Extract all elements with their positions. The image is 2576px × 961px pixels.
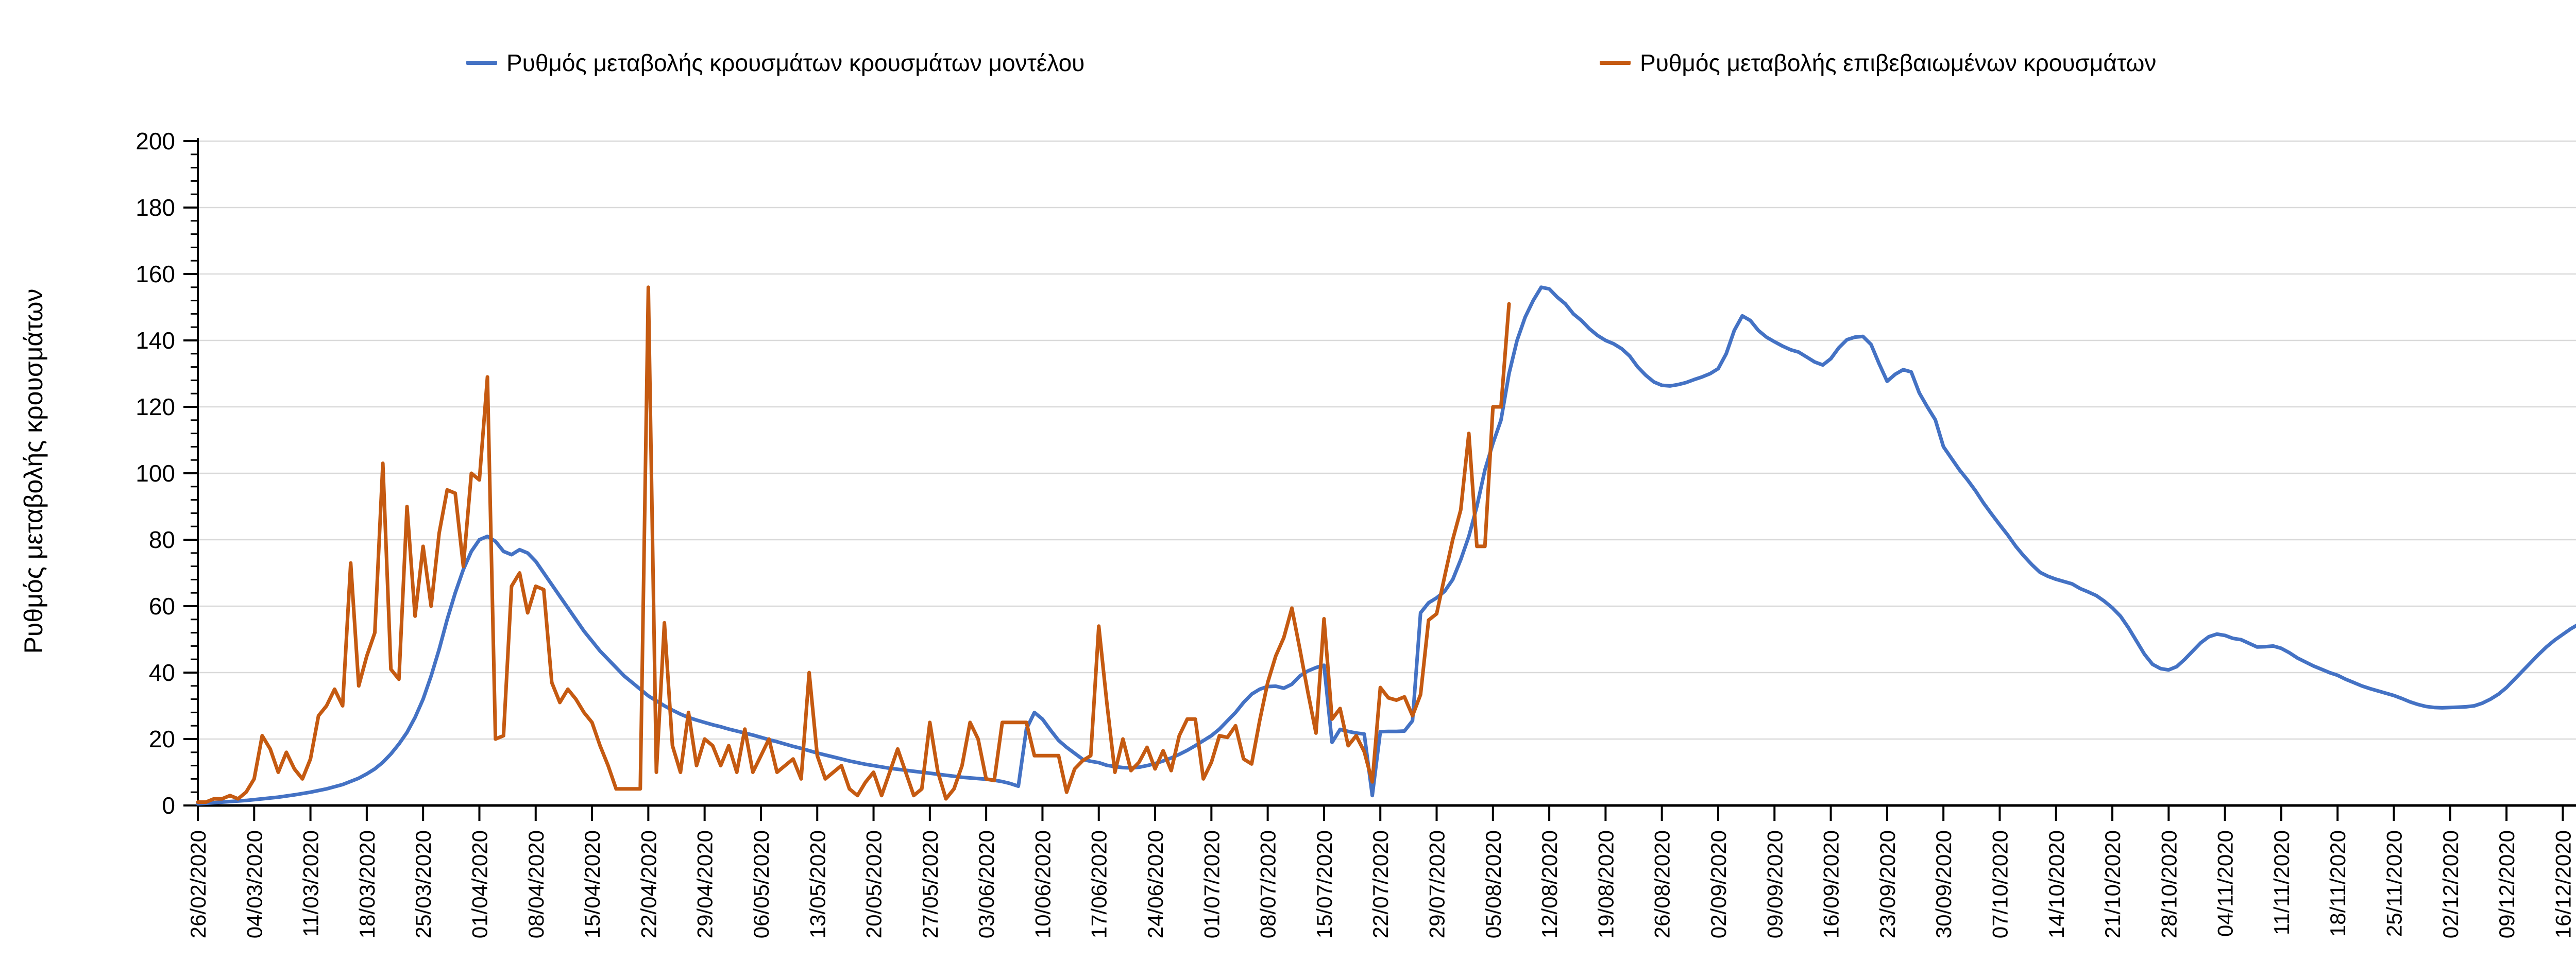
x-tick-label: 03/06/2020 [974,830,998,938]
y-tick-label: 200 [135,128,175,155]
y-tick-label: 80 [149,526,175,553]
x-tick-label: 18/03/2020 [355,830,379,938]
x-tick-label: 16/12/2020 [2551,830,2575,938]
series-line-confirmed [196,285,1511,804]
axes [197,138,2576,807]
x-tick-label: 25/03/2020 [411,830,435,938]
y-tick-label: 60 [149,593,175,620]
y-tick-label: 180 [135,194,175,221]
legend-label-model: Ρυθμός μεταβολής κρουσμάτων κρουσμάτων μ… [506,49,1085,76]
x-tick-label: 17/06/2020 [1087,830,1111,938]
y-tick-label: 40 [149,659,175,686]
x-tick-label: 20/05/2020 [862,830,886,938]
x-tick-label: 29/07/2020 [1425,830,1449,938]
x-tick-label: 11/03/2020 [299,830,323,937]
x-tick-label: 26/02/2020 [186,830,210,938]
x-tick-label: 15/07/2020 [1312,830,1336,938]
x-tick-label: 07/10/2020 [1988,830,2012,938]
gridlines [198,140,2576,740]
legend-label-confirmed: Ρυθμός μεταβολής επιβεβαιωμένων κρουσμάτ… [1640,49,2157,76]
x-tick-label: 24/06/2020 [1143,830,1167,938]
x-tick-label: 28/10/2020 [2157,830,2181,938]
legend-item-confirmed[interactable]: Ρυθμός μεταβολής επιβεβαιωμένων κρουσμάτ… [1600,49,2156,77]
x-tick-label: 11/11/2020 [2269,830,2294,935]
x-tick-label: 16/09/2020 [1819,830,1843,938]
legend-swatch-model [466,61,497,65]
x-tick-label: 01/04/2020 [467,830,492,938]
x-tick-label: 25/11/2020 [2382,830,2406,937]
x-tick-label: 06/05/2020 [749,830,773,938]
x-axis-ticks [197,805,2564,821]
x-tick-label: 18/11/2020 [2326,830,2350,937]
y-tick-label: 20 [149,726,175,752]
series-line-model [196,285,2576,806]
y-tick-label: 0 [162,792,175,819]
x-tick-label: 21/10/2020 [2100,830,2125,938]
y-tick-label: 160 [135,261,175,287]
x-tick-label: 23/09/2020 [1875,830,1900,938]
x-tick-label: 04/11/2020 [2213,830,2238,937]
x-tick-label: 09/12/2020 [2495,830,2519,938]
x-tick-label: 09/09/2020 [1762,830,1787,938]
x-tick-label: 22/04/2020 [636,830,660,938]
x-tick-label: 14/10/2020 [2044,830,2069,938]
x-tick-label: 05/08/2020 [1481,830,1505,938]
y-axis-labels: 0 20 40 60 80 100 120 140 160 180 200 [135,128,175,819]
y-axis-ticks [183,140,198,806]
x-tick-label: 27/05/2020 [918,830,942,938]
y-tick-label: 140 [135,327,175,354]
x-tick-label: 26/08/2020 [1650,830,1674,938]
x-tick-label: 01/07/2020 [1199,830,1224,938]
legend-swatch-confirmed [1600,61,1631,65]
y-tick-label: 120 [135,393,175,420]
x-tick-label: 13/05/2020 [805,830,829,938]
x-tick-label: 02/09/2020 [1706,830,1731,938]
x-tick-label: 30/09/2020 [1931,830,1956,938]
x-tick-label: 12/08/2020 [1537,830,1562,938]
x-axis-labels: 26/02/2020 04/03/2020 11/03/2020 18/03/2020… [186,830,2575,938]
x-tick-label: 15/04/2020 [580,830,604,938]
x-tick-label: 02/12/2020 [2438,830,2463,938]
x-tick-label: 08/04/2020 [524,830,548,938]
x-tick-label: 19/08/2020 [1594,830,1618,938]
x-tick-label: 10/06/2020 [1030,830,1055,938]
x-tick-label: 04/03/2020 [242,830,266,938]
x-tick-label: 29/04/2020 [693,830,717,938]
x-tick-label: 08/07/2020 [1256,830,1280,938]
x-tick-label: 22/07/2020 [1368,830,1393,938]
y-tick-label: 100 [135,460,175,487]
legend-item-model[interactable]: Ρυθμός μεταβολής κρουσμάτων κρουσμάτων μ… [466,49,1084,77]
